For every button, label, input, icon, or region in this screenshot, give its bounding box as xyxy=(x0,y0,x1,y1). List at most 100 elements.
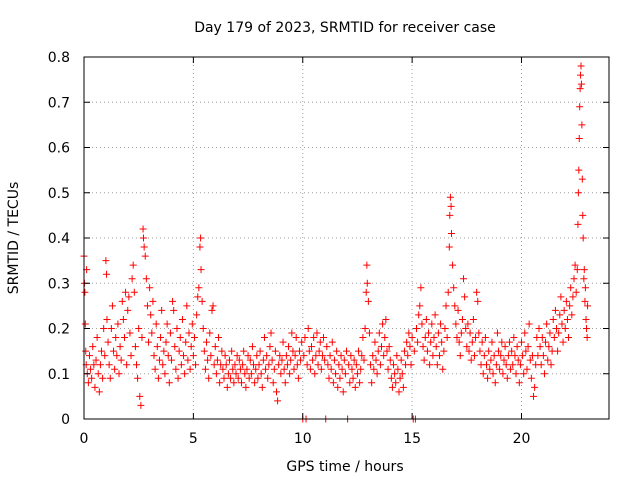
data-point xyxy=(279,338,287,346)
data-point xyxy=(96,361,104,369)
data-point xyxy=(215,334,223,342)
data-point xyxy=(417,284,425,292)
data-point xyxy=(244,352,252,360)
data-point xyxy=(119,315,127,323)
data-point xyxy=(150,352,158,360)
data-point xyxy=(330,356,338,364)
data-point xyxy=(270,365,278,373)
data-point xyxy=(405,329,413,337)
data-point xyxy=(228,347,236,355)
data-point xyxy=(473,288,481,296)
data-point xyxy=(379,320,387,328)
data-point xyxy=(540,370,548,378)
data-point xyxy=(369,352,377,360)
data-point xyxy=(549,315,557,323)
data-point xyxy=(181,370,189,378)
data-point xyxy=(82,347,90,355)
data-point xyxy=(99,374,107,382)
data-point xyxy=(362,288,370,296)
data-point xyxy=(518,338,525,346)
data-point xyxy=(387,374,395,382)
data-point xyxy=(180,352,188,360)
data-point xyxy=(519,352,527,360)
y-axis-label: SRMTID / TECUs xyxy=(6,182,22,295)
data-point xyxy=(218,347,226,355)
data-point xyxy=(238,379,245,387)
data-point xyxy=(159,361,167,369)
data-point xyxy=(386,356,394,364)
data-point xyxy=(350,356,358,364)
data-point xyxy=(556,311,564,319)
data-point xyxy=(486,365,494,373)
data-point xyxy=(450,284,458,292)
data-point xyxy=(476,347,484,355)
data-point xyxy=(500,356,508,364)
data-point xyxy=(581,297,589,305)
data-point xyxy=(317,365,325,373)
x-tick-label: 5 xyxy=(189,431,198,447)
data-point xyxy=(182,338,190,346)
data-point xyxy=(373,370,381,378)
data-point xyxy=(153,343,161,351)
data-point xyxy=(474,297,482,305)
data-point xyxy=(511,352,519,360)
data-point xyxy=(263,352,271,360)
data-point xyxy=(107,325,115,332)
data-point xyxy=(161,370,169,378)
data-point xyxy=(345,361,353,369)
data-point xyxy=(98,347,105,355)
data-point xyxy=(329,379,337,387)
data-point xyxy=(94,370,102,378)
data-point xyxy=(334,383,342,391)
data-point xyxy=(546,329,554,337)
data-point xyxy=(158,306,166,314)
data-point xyxy=(483,361,490,369)
data-point xyxy=(503,374,511,382)
data-point xyxy=(230,379,238,387)
data-point xyxy=(90,361,98,369)
data-point xyxy=(163,320,171,328)
data-point xyxy=(115,370,123,378)
data-point xyxy=(510,334,518,342)
data-point xyxy=(435,352,443,360)
data-point xyxy=(110,347,118,355)
data-point xyxy=(418,320,426,328)
data-point xyxy=(102,257,110,265)
data-point xyxy=(95,388,103,396)
data-point xyxy=(93,334,101,342)
data-point xyxy=(118,297,126,305)
data-point xyxy=(413,325,420,332)
data-point xyxy=(570,275,578,283)
data-point xyxy=(380,352,388,360)
data-point xyxy=(151,365,159,373)
data-point xyxy=(576,103,584,111)
data-point xyxy=(433,361,441,369)
data-point xyxy=(321,356,329,364)
data-point xyxy=(117,356,125,364)
data-point xyxy=(434,329,442,337)
data-point xyxy=(469,315,477,323)
data-point xyxy=(359,334,367,342)
data-point xyxy=(171,343,179,351)
data-point xyxy=(84,379,92,387)
data-point xyxy=(397,356,405,364)
data-point xyxy=(490,352,498,360)
data-point xyxy=(508,347,516,355)
data-point xyxy=(108,302,116,310)
data-point xyxy=(154,374,162,382)
data-point xyxy=(456,352,464,360)
data-point xyxy=(235,356,243,364)
data-point xyxy=(286,370,294,378)
data-point xyxy=(478,338,486,346)
data-point xyxy=(205,374,213,382)
data-point xyxy=(189,352,197,360)
data-point xyxy=(407,361,415,369)
data-point xyxy=(288,329,296,337)
data-point xyxy=(126,329,134,337)
data-point xyxy=(513,343,521,351)
y-tick-label: 0.4 xyxy=(48,231,70,247)
data-point xyxy=(236,365,244,373)
data-point xyxy=(358,352,366,360)
data-point xyxy=(352,361,360,369)
